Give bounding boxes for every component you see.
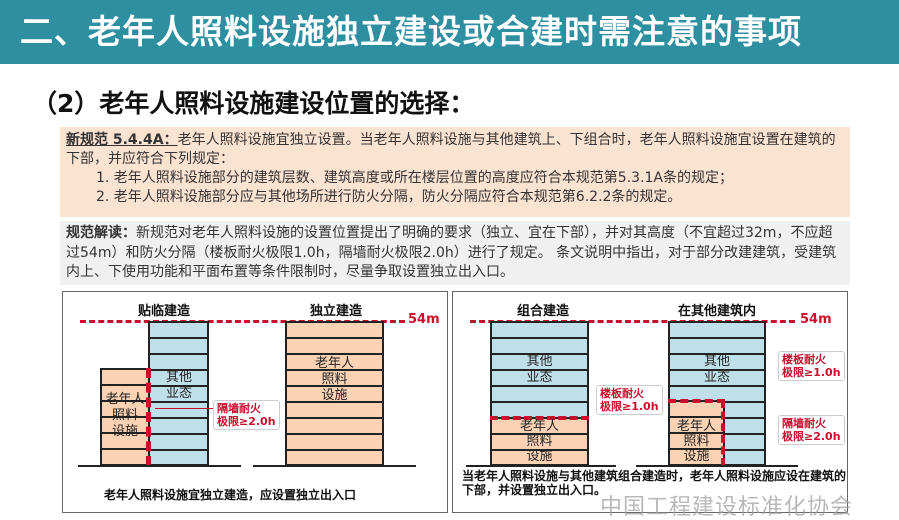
note-line: 极限≥2.0h bbox=[782, 430, 841, 443]
title-adjacent: 贴临建造 bbox=[138, 304, 191, 319]
elderly-label: 照料 bbox=[111, 408, 138, 423]
title-within: 在其他建筑内 bbox=[678, 304, 757, 319]
note-line: 楼板耐火 bbox=[782, 353, 826, 366]
floor-fire-line bbox=[668, 399, 725, 403]
right-caption-block: 当老年人照料设施与其他建筑组合建造时，老年人照料设施应设在建筑的下部，并设置独立… bbox=[462, 469, 846, 497]
independent-building bbox=[285, 321, 384, 466]
note-line: 隔墙耐火 bbox=[782, 417, 826, 430]
title-combined: 组合建造 bbox=[517, 304, 570, 319]
note-line: 极限≥1.0h bbox=[782, 366, 841, 379]
spec-item: 1. 老年人照料设施部分的建筑层数、建筑高度或所在楼层位置的高度应符合本规范第5… bbox=[96, 170, 734, 186]
elderly-label: 设施 bbox=[683, 449, 710, 464]
height-limit-line bbox=[80, 320, 405, 323]
elderly-label: 老年人 bbox=[676, 419, 716, 434]
page-header: 二、老年人照料设施独立建设或合建时需注意的事项 bbox=[0, 0, 899, 64]
fire-wall bbox=[146, 368, 151, 466]
other-building bbox=[148, 321, 209, 466]
height-limit-line bbox=[470, 320, 795, 323]
floor-fire-note: 楼板耐火 极限≥1.0h bbox=[778, 351, 845, 381]
interpretation-label: 规范解读： bbox=[66, 225, 136, 241]
floor-fire-line bbox=[490, 416, 589, 420]
elderly-label: 老年人 bbox=[105, 392, 145, 407]
elderly-label: 老年人 bbox=[314, 356, 354, 371]
floor-fire-note: 楼板耐火 极限≥1.0h bbox=[596, 385, 663, 415]
elderly-label: 照料 bbox=[683, 434, 710, 449]
other-use-label: 其他 bbox=[526, 354, 553, 369]
ground-line bbox=[466, 465, 616, 467]
other-use-label: 业态 bbox=[526, 370, 553, 385]
title-independent: 独立建造 bbox=[310, 304, 363, 319]
ground-line bbox=[253, 465, 416, 467]
right-caption: 当老年人照料设施与其他建筑组合建造时，老年人照料设施应设在建筑的下部 bbox=[462, 469, 847, 497]
ground-line bbox=[78, 465, 241, 467]
ground-line bbox=[636, 465, 798, 467]
fire-wall bbox=[721, 400, 725, 466]
other-use-label: 其他 bbox=[703, 354, 730, 369]
interpretation-box: 规范解读：新规范对老年人照料设施的设置位置提出了明确的要求（独立、宜在下部），并… bbox=[60, 221, 850, 285]
section-subtitle: （2）老年人照料设施建设位置的选择： bbox=[32, 89, 475, 118]
spec-label: 新规范 5.4.4A： bbox=[66, 132, 178, 148]
other-use-label: 业态 bbox=[703, 370, 730, 385]
elderly-building bbox=[100, 368, 150, 466]
elderly-floors bbox=[490, 417, 589, 466]
height-label: 54m bbox=[800, 312, 832, 327]
note-line: 极限≥2.0h bbox=[217, 415, 276, 428]
other-use-label: 业态 bbox=[165, 386, 192, 401]
elderly-label: 照料 bbox=[526, 434, 553, 449]
wall-fire-note: 隔墙耐火 极限≥2.0h bbox=[778, 415, 845, 445]
height-label: 54m bbox=[408, 312, 440, 327]
right-caption-cont: ，并设置独立出入口。 bbox=[486, 483, 607, 497]
note-line: 楼板耐火 bbox=[600, 387, 644, 400]
spec-text: 老年人照料设施宜独立设置。当老年人照料设施与其他建筑上、下组合时，老年人照料设施… bbox=[66, 132, 836, 167]
note-line: 隔墙耐火 bbox=[217, 402, 261, 415]
wall-fire-note: 隔墙耐火 极限≥2.0h bbox=[213, 400, 280, 430]
elderly-label: 老年人 bbox=[519, 419, 559, 434]
elderly-label: 设施 bbox=[526, 449, 553, 464]
spec-box: 新规范 5.4.4A：老年人照料设施宜独立设置。当老年人照料设施与其他建筑上、下… bbox=[60, 127, 850, 217]
note-line: 极限≥1.0h bbox=[600, 400, 659, 413]
left-caption: 老年人照料设施宜独立建造，应设置独立出入口 bbox=[104, 488, 357, 502]
interpretation-text: 新规范对老年人照料设施的设置位置提出了明确的要求（独立、宜在下部），并对其高度（… bbox=[66, 225, 837, 280]
elderly-label: 照料 bbox=[321, 372, 348, 387]
elderly-label: 设施 bbox=[321, 388, 348, 403]
elderly-label: 设施 bbox=[111, 424, 138, 439]
other-use-label: 其他 bbox=[165, 370, 192, 385]
watermark: 中国工程建设标准化协会 bbox=[600, 495, 854, 520]
spec-item: 2. 老年人照料设施部分应与其他场所进行防火分隔，防火分隔应符合本规范第6.2.… bbox=[96, 189, 682, 205]
note-arrow bbox=[155, 408, 213, 409]
